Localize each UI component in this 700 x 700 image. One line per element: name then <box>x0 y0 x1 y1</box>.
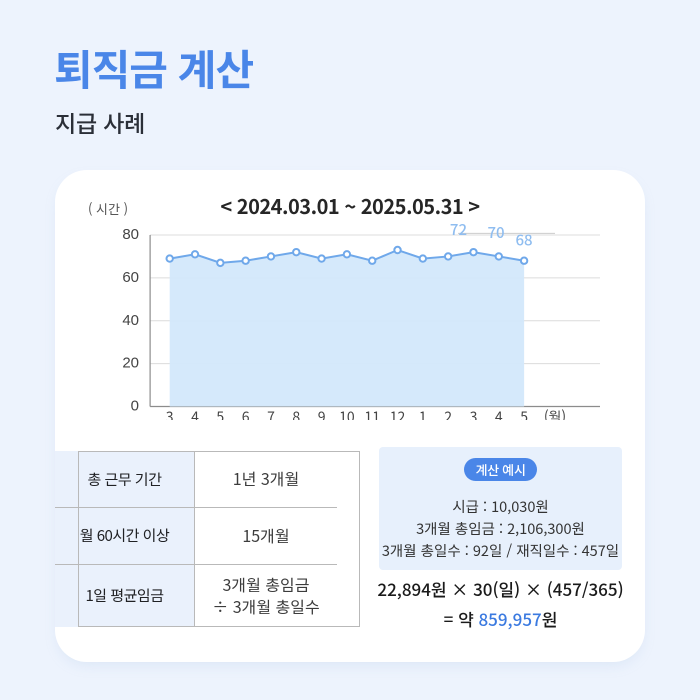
svg-text:9: 9 <box>318 407 326 420</box>
svg-text:4: 4 <box>495 407 503 420</box>
svg-text:5: 5 <box>216 407 224 420</box>
svg-text:11: 11 <box>364 407 380 420</box>
svg-text:0: 0 <box>131 398 139 415</box>
svg-text:4: 4 <box>191 407 199 420</box>
svg-text:5: 5 <box>520 407 528 420</box>
svg-text:6: 6 <box>242 407 250 420</box>
svg-text:2: 2 <box>444 407 452 420</box>
svg-text:12: 12 <box>390 407 406 420</box>
svg-text:10: 10 <box>339 407 355 420</box>
svg-text:7: 7 <box>267 407 275 420</box>
svg-text:70: 70 <box>487 222 504 243</box>
svg-text:80: 80 <box>122 226 139 243</box>
svg-text:60: 60 <box>122 269 139 286</box>
svg-text:1: 1 <box>419 407 427 420</box>
svg-text:72: 72 <box>450 219 467 240</box>
svg-text:3: 3 <box>470 407 478 420</box>
svg-text:(월): (월) <box>544 407 566 420</box>
svg-text:8: 8 <box>292 407 300 420</box>
svg-text:40: 40 <box>122 312 139 329</box>
svg-text:68: 68 <box>515 230 532 251</box>
svg-text:20: 20 <box>122 355 139 372</box>
svg-text:3: 3 <box>166 407 174 420</box>
